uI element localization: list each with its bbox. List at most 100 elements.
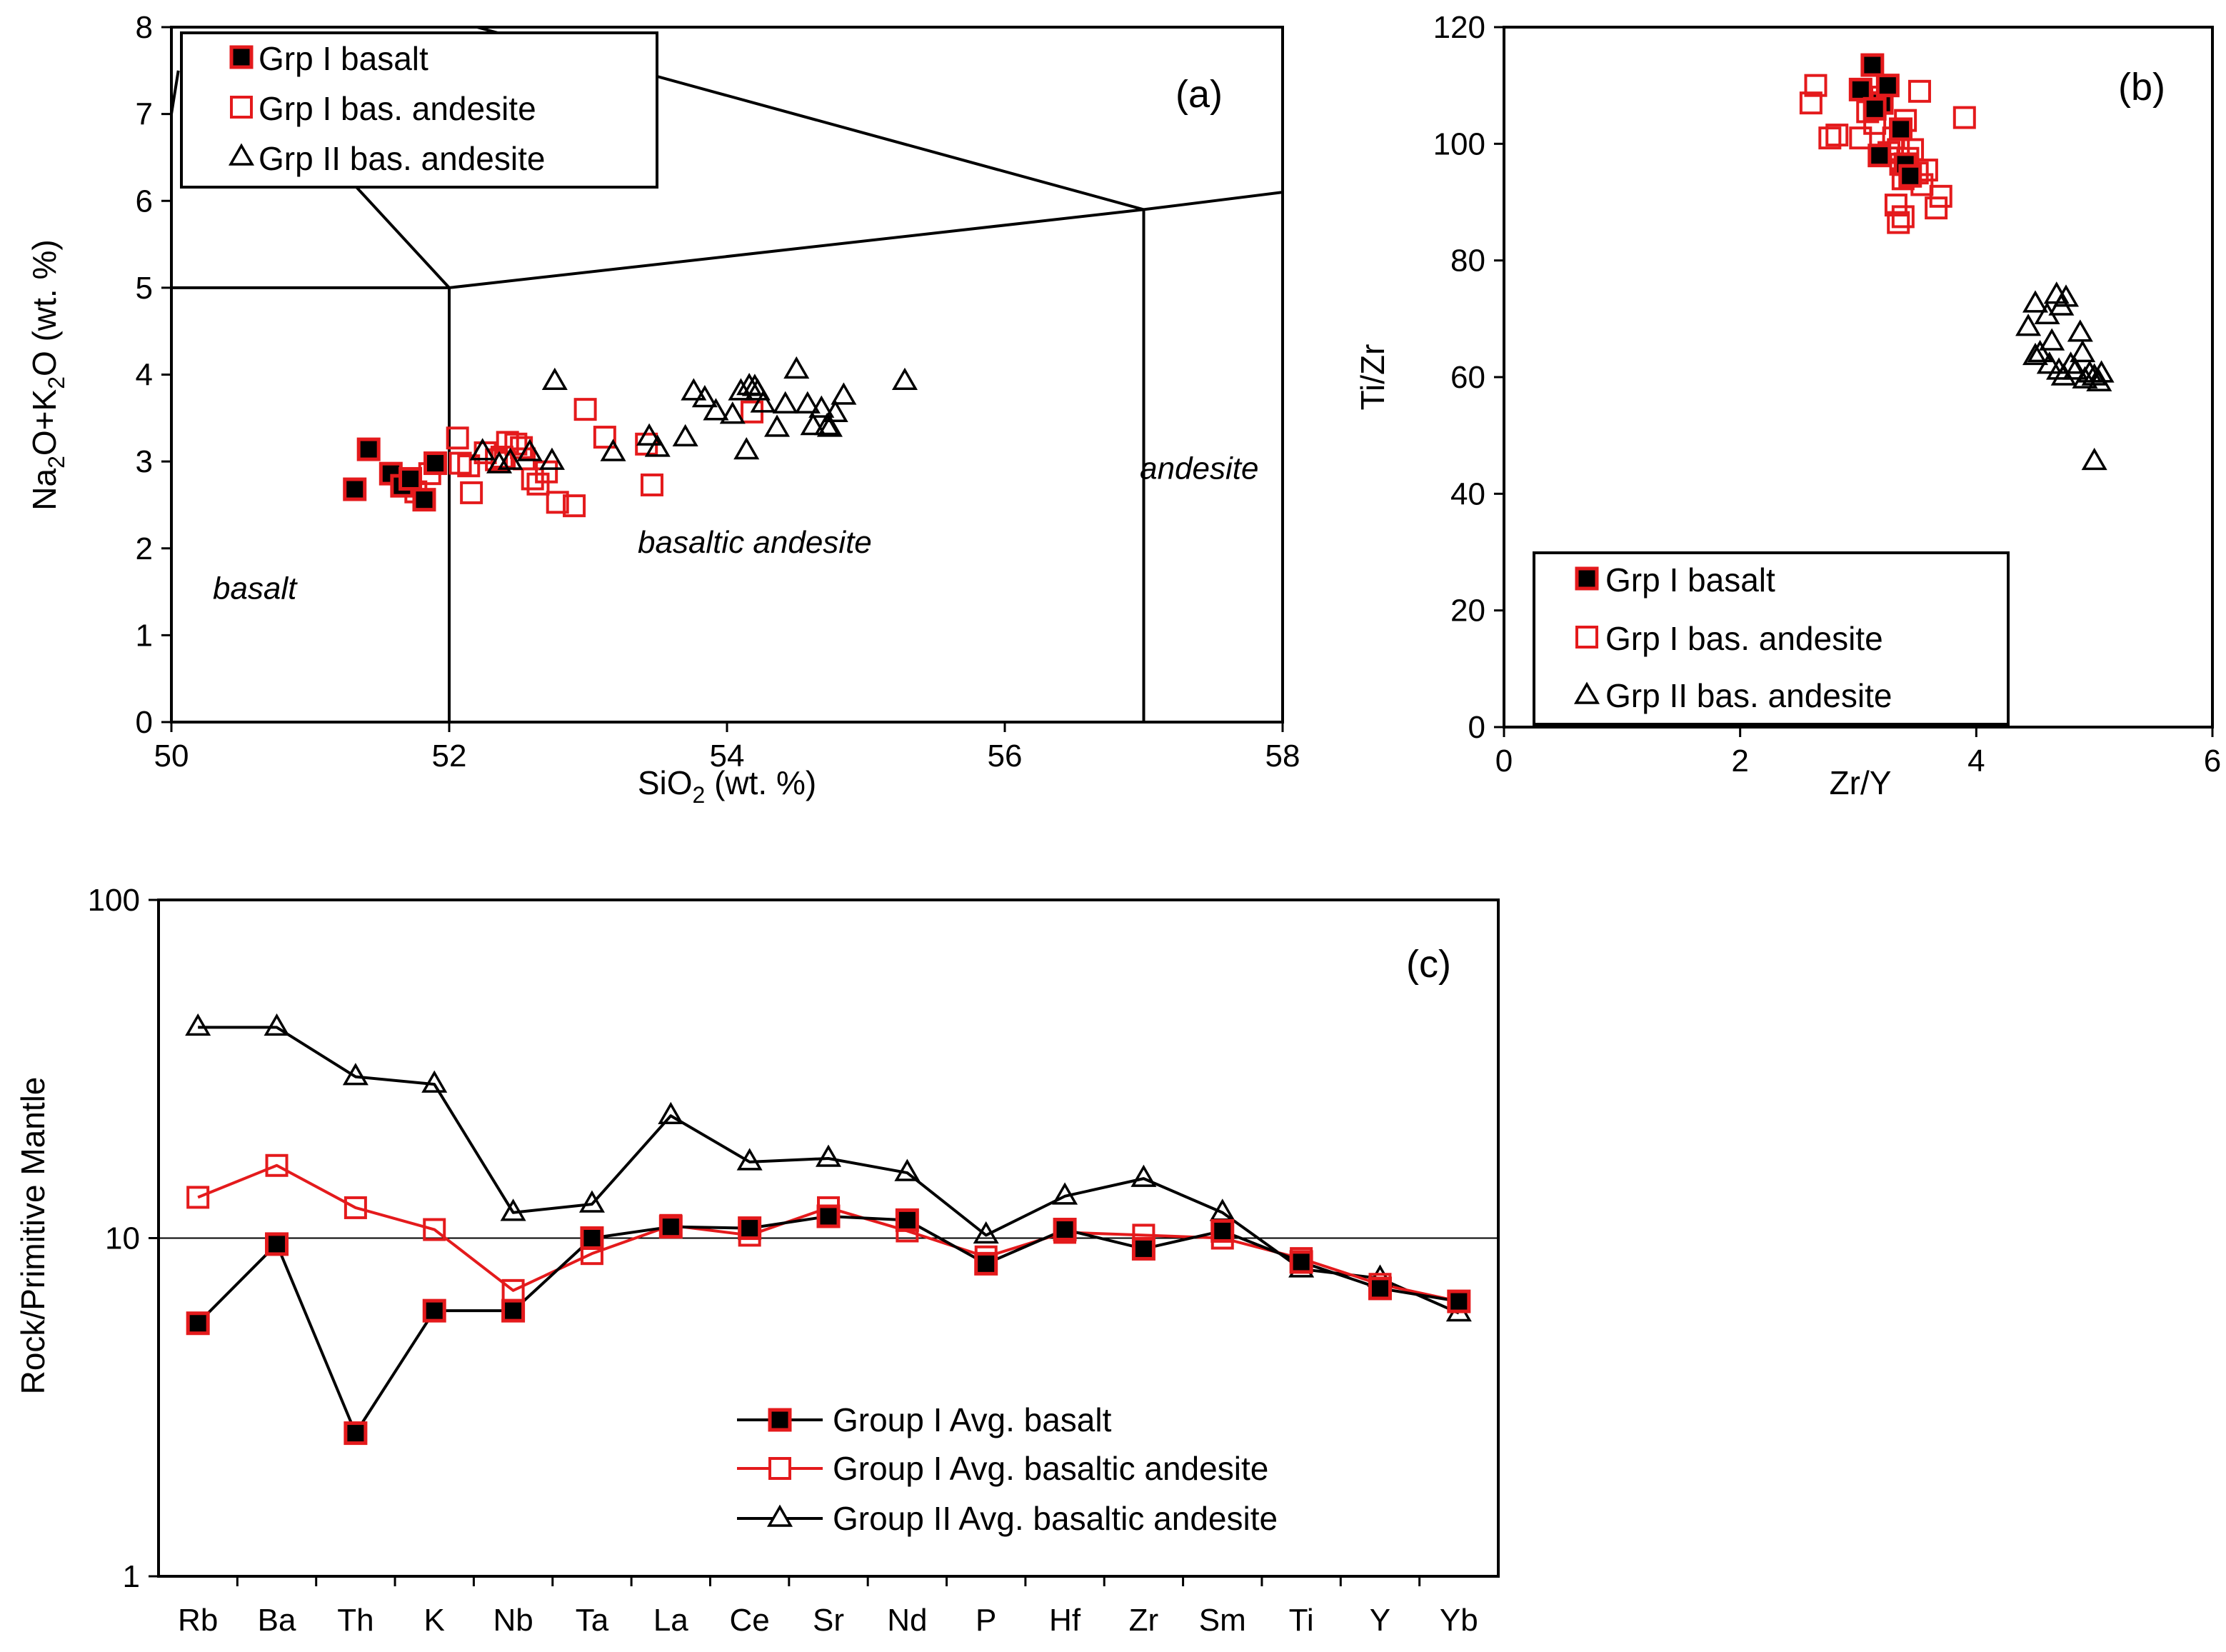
legend-label-basalt-b: Grp I basalt [1605, 561, 1775, 599]
grp2-bas-andesite-point [2070, 339, 2096, 363]
grp1-basalt-point [1862, 96, 1887, 121]
x-tick-label-c: K [424, 1603, 445, 1638]
grp2-bas-andesite-point [794, 391, 821, 414]
grp2-bas-andesite-point [2052, 284, 2080, 307]
grp2-bas-andesite-point [2062, 357, 2089, 380]
grp1-bas-andesite-point [1849, 126, 1872, 150]
legend-marker-grp2-a [228, 143, 255, 166]
panel-c-spider-diagram: 1 10 100 Rb Ba Th K Nb Ta La Ce Sr Nd P Hf Zr Sm Ti Y Yb (c… [14, 883, 1500, 1638]
grp2-avg-marker [500, 1198, 526, 1221]
grp1-avg-basalt-marker [974, 1251, 998, 1276]
grp1-basalt-point [1875, 74, 1900, 98]
x-tick-label-c: P [976, 1603, 996, 1638]
grp1-bas-andesite-point [1891, 205, 1915, 229]
y-tick-label-c: 1 [123, 1559, 140, 1594]
grp2-bas-andesite-point [831, 382, 857, 405]
grp1-bas-andesite-point [448, 451, 472, 475]
legend-label-bas-andesite-a: Grp I bas. andesite [259, 90, 536, 127]
grp2-bas-andesite-point [800, 412, 826, 436]
grp2-avg-marker [264, 1013, 290, 1036]
grp1-bas-andesite-point [504, 432, 528, 456]
y-tick-label-b: 120 [1433, 10, 1485, 45]
y-tick-label-b: 100 [1433, 126, 1485, 161]
grp1-bas-andesite-point [563, 494, 586, 518]
grp2-avg-marker [578, 1190, 605, 1213]
grp1-bas-andesite-point [1887, 211, 1910, 234]
grp1-bas-andesite-point [1825, 124, 1849, 147]
grp2-bas-andesite-point [2050, 363, 2077, 386]
grp1-bas-andesite-point [1799, 91, 1823, 115]
grp1-bas-andesite-point [573, 398, 597, 421]
y-tick-label-a: 4 [136, 358, 153, 393]
grp2-avg-marker [185, 1013, 211, 1036]
grp2-bas-andesite-point [822, 399, 848, 422]
legend-label-grp2-c: Group II Avg. basaltic andesite [833, 1500, 1278, 1537]
grp1-basalt-point [356, 437, 381, 461]
grp1-avg-bas-andesite-marker [186, 1186, 210, 1209]
grp2-bas-andesite-point [2081, 447, 2107, 471]
y-tick-label-c: 100 [88, 883, 140, 918]
grp1-bas-andesite-point [526, 472, 550, 496]
y-tick-label-b: 60 [1450, 360, 1485, 395]
grp1-basalt-point [423, 451, 448, 476]
plot-frame-c [157, 898, 1500, 1578]
grp1-avg-bas-andesite-marker [501, 1278, 525, 1302]
legend-box-a [180, 31, 658, 189]
grp2-avg-marker [342, 1063, 369, 1086]
grp2-avg-marker [736, 1148, 763, 1171]
y-tick-label-a: 2 [136, 531, 153, 566]
x-tick-label-b: 2 [1731, 744, 1748, 779]
grp1-avg-basalt-marker [1447, 1289, 1471, 1313]
grp2-bas-andesite-point [2088, 360, 2115, 383]
legend-a: Grp I basalt Grp I bas. andesite Grp II … [180, 31, 658, 189]
y-tick-label-b: 20 [1450, 594, 1485, 629]
grp2-bas-andesite-point [469, 438, 496, 461]
grp2-bas-andesite-point [744, 378, 771, 401]
grp2-avg-marker [894, 1158, 921, 1181]
grp2-bas-andesite-point [691, 385, 718, 408]
tas-field-label: andesite [1140, 451, 1258, 486]
grp1-bas-andesite-point [1804, 74, 1828, 97]
grp2-bas-andesite-point [772, 391, 798, 414]
grp2-bas-andesite-point [2067, 319, 2093, 342]
y-tick-label-b: 40 [1450, 476, 1485, 511]
grp1-avg-basalt-marker [265, 1232, 289, 1256]
legend-marker-bas-andesite-a [230, 96, 253, 119]
y-tick-label-a: 6 [136, 184, 153, 219]
x-tick-label-c: Ta [576, 1603, 609, 1638]
legend-b: Grp I basalt Grp I bas. andesite Grp II … [1533, 551, 2010, 726]
grp1-basalt-point [1867, 144, 1892, 168]
grp2-bas-andesite-point [516, 439, 543, 461]
x-axis-label-a: SiO2 (wt. %) [638, 764, 816, 808]
grp1-avg-basalt-marker [1053, 1218, 1077, 1242]
grp2-bas-andesite-point [733, 437, 760, 460]
grp1-basalt-point [1898, 164, 1922, 188]
grp1-avg-basalt-marker [658, 1215, 683, 1239]
legend-marker-bas-andesite-c [768, 1457, 791, 1480]
legend-label-basalt-a: Grp I basalt [259, 40, 428, 77]
grp1-bas-andesite-point [460, 481, 483, 504]
grp1-avg-basalt-marker [1289, 1250, 1313, 1274]
x-tick-label-c: Sm [1199, 1603, 1246, 1638]
grp1-avg-basalt-marker [580, 1226, 604, 1250]
series-line-2 [198, 1026, 1460, 1315]
y-tick-label-a: 8 [136, 10, 153, 45]
x-axis-label-b: Zr/Y [1830, 764, 1892, 801]
x-tick-label-a: 56 [988, 739, 1023, 774]
x-tick-label-c: Yb [1440, 1603, 1478, 1638]
grp2-avg-marker [815, 1144, 842, 1167]
grp1-avg-bas-andesite-marker [344, 1196, 367, 1219]
grp1-basalt-point [343, 477, 367, 501]
grp1-avg-basalt-marker [501, 1298, 526, 1323]
x-tick-label-c: Hf [1049, 1603, 1081, 1638]
grp2-avg-marker [658, 1101, 684, 1124]
x-tick-label-c: Th [337, 1603, 373, 1638]
grp2-bas-andesite-point [763, 414, 791, 437]
x-tick-label-c: Ba [258, 1603, 296, 1638]
y-tick-label-a: 5 [136, 271, 153, 306]
grp2-avg-marker [1052, 1182, 1078, 1205]
grp1-bas-andesite-point [640, 473, 663, 496]
x-tick-label-c: La [653, 1603, 688, 1638]
x-tick-label-c: Ce [730, 1603, 770, 1638]
